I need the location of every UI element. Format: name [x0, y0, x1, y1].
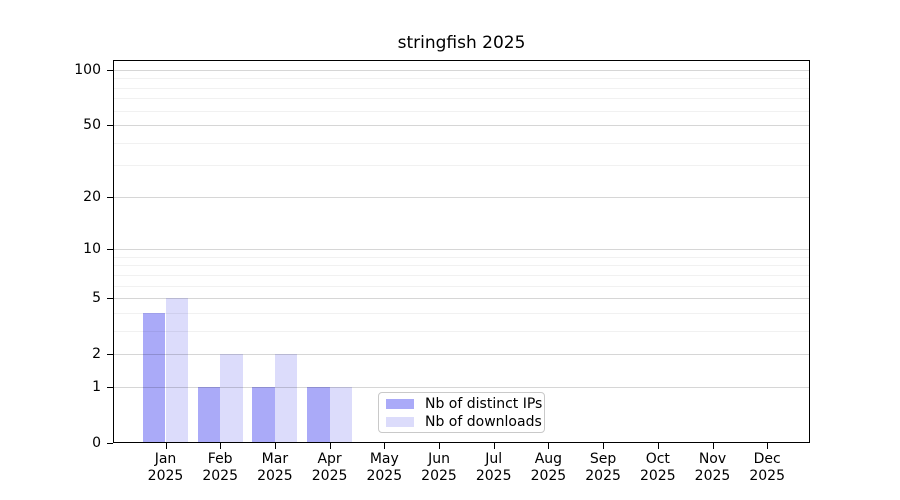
- y-tick-label: 10: [83, 241, 101, 258]
- y-tick-label: 0: [92, 435, 101, 451]
- minor-gridline: [114, 312, 809, 314]
- x-tick-label-nov: Nov 2025: [694, 451, 731, 484]
- minor-gridline: [114, 256, 809, 258]
- legend-label: Nb of distinct IPs: [425, 395, 543, 412]
- bar-downloads-apr: [329, 386, 353, 442]
- y-tick-mark: [107, 125, 113, 127]
- y-tick-mark: [107, 386, 113, 388]
- y-tick-mark: [107, 196, 113, 198]
- x-tick-label-may: May 2025: [366, 451, 403, 484]
- major-gridline: [114, 298, 809, 300]
- x-tick-label-oct: Oct 2025: [639, 451, 676, 484]
- chart-title: stringfish 2025: [397, 33, 526, 53]
- minor-gridline: [114, 330, 809, 332]
- legend: Nb of distinct IPs Nb of downloads: [378, 392, 545, 433]
- plot-area: [113, 60, 810, 443]
- bar-downloads-mar: [274, 354, 298, 442]
- x-tick-label-feb: Feb 2025: [202, 451, 238, 484]
- distinct-ips-swatch-icon: [386, 398, 414, 409]
- minor-gridline: [114, 165, 809, 167]
- bar-distinct-ips-mar: [252, 386, 275, 442]
- y-tick-mark: [107, 70, 113, 71]
- bar-distinct-ips-jan: [142, 312, 166, 442]
- x-tick-mark: [493, 443, 495, 449]
- x-tick-label-mar: Mar 2025: [257, 451, 293, 484]
- major-gridline: [114, 196, 809, 198]
- y-tick-label: 50: [83, 117, 101, 134]
- major-gridline: [114, 125, 809, 127]
- x-tick-label-sep: Sep 2025: [585, 451, 621, 484]
- bar-distinct-ips-apr: [307, 386, 330, 442]
- bar-downloads-feb: [220, 354, 243, 442]
- bar-distinct-ips-feb: [197, 386, 221, 442]
- x-tick-mark: [384, 443, 386, 449]
- major-gridline: [114, 70, 809, 71]
- x-tick-label-jun: Jun 2025: [421, 451, 457, 484]
- legend-entry-distinct-ips: Nb of distinct IPs: [386, 396, 544, 412]
- downloads-swatch-icon: [386, 416, 414, 427]
- major-gridline: [114, 386, 809, 388]
- plot-frame: [113, 60, 810, 443]
- legend-label: Nb of downloads: [425, 413, 542, 430]
- x-tick-label-dec: Dec 2025: [749, 451, 785, 484]
- x-tick-label-jul: Jul 2025: [475, 451, 512, 484]
- major-gridline: [114, 249, 809, 251]
- y-tick-label: 5: [92, 290, 101, 307]
- legend-entry-downloads: Nb of downloads: [386, 414, 544, 430]
- y-tick-mark: [107, 443, 113, 444]
- x-tick-mark: [548, 443, 550, 449]
- x-tick-mark: [165, 443, 167, 449]
- minor-gridline: [114, 78, 809, 80]
- minor-gridline: [114, 98, 809, 100]
- x-tick-mark: [767, 443, 769, 449]
- minor-gridline: [114, 274, 809, 276]
- minor-gridline: [114, 142, 809, 144]
- major-gridline: [114, 354, 809, 356]
- x-tick-label-apr: Apr 2025: [311, 451, 348, 484]
- x-tick-mark: [274, 443, 276, 449]
- y-tick-mark: [107, 354, 113, 356]
- y-tick-mark: [107, 249, 113, 251]
- minor-gridline: [114, 110, 809, 112]
- y-tick-mark: [107, 298, 113, 300]
- x-tick-mark: [603, 443, 605, 449]
- y-tick-label: 2: [92, 346, 101, 363]
- x-tick-label-aug: Aug 2025: [530, 451, 567, 484]
- x-tick-mark: [712, 443, 714, 449]
- minor-gridline: [114, 265, 809, 267]
- x-tick-mark: [329, 443, 331, 449]
- x-tick-mark: [657, 443, 659, 449]
- x-tick-mark: [220, 443, 222, 449]
- bar-downloads-jan: [165, 298, 189, 442]
- minor-gridline: [114, 285, 809, 287]
- y-tick-label: 20: [83, 188, 101, 205]
- minor-gridline: [114, 87, 809, 89]
- x-tick-mark: [439, 443, 440, 449]
- x-tick-label-jan: Jan 2025: [147, 451, 184, 484]
- y-tick-label: 100: [74, 62, 101, 78]
- y-tick-label: 1: [92, 378, 101, 395]
